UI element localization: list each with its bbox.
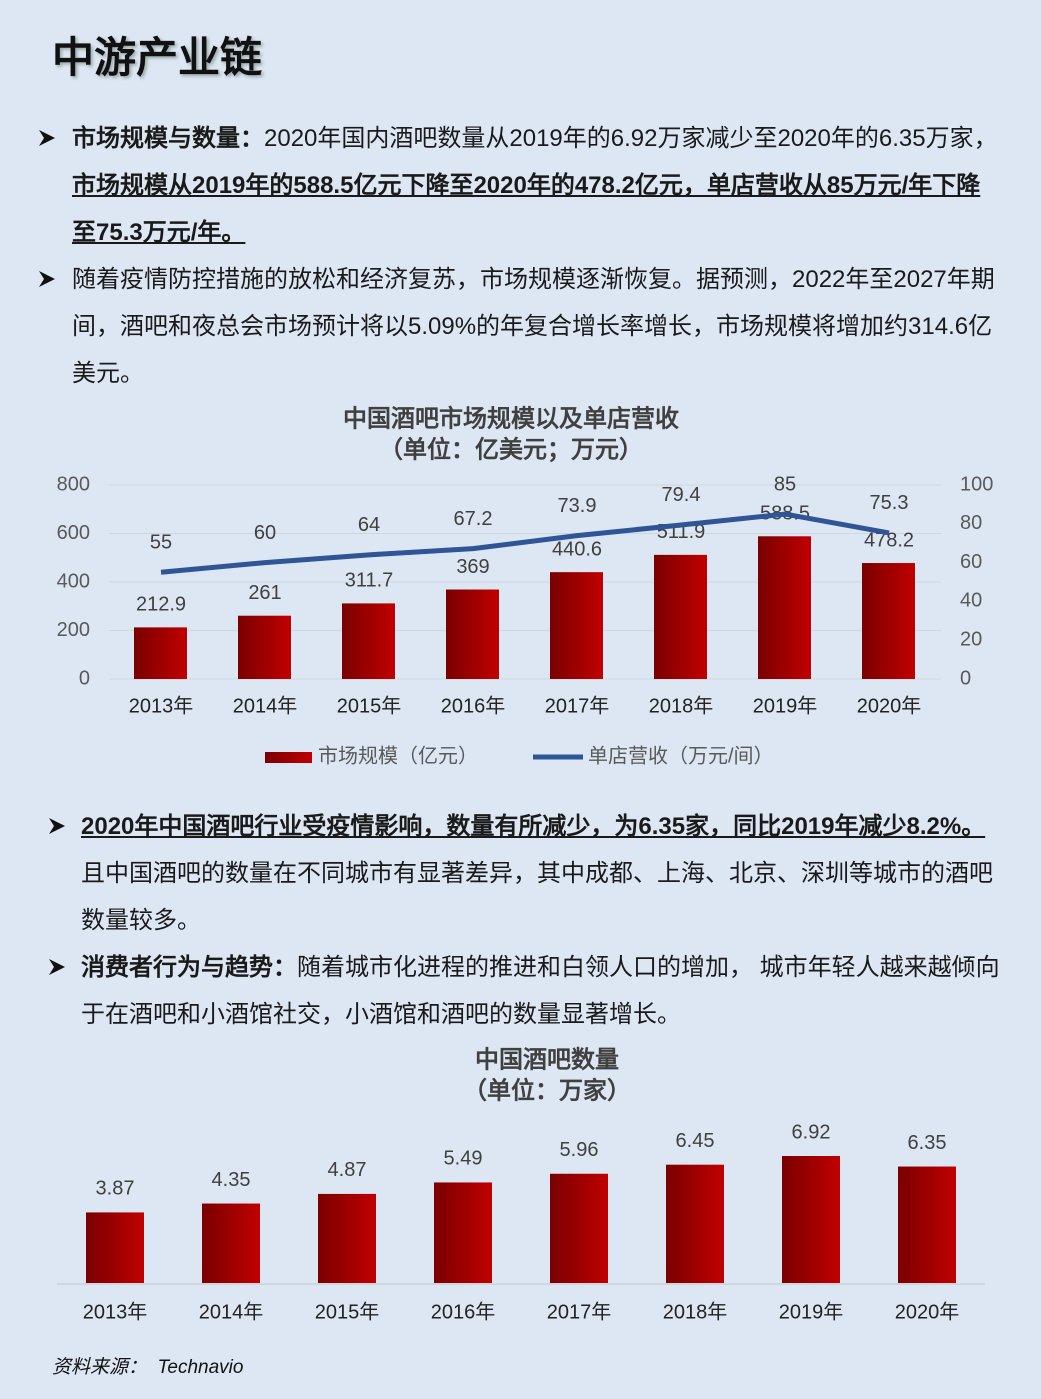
x-tick-label: 2018年 bbox=[649, 694, 714, 717]
line-value-label: 85 bbox=[774, 473, 796, 495]
bar-value-label: 6.45 bbox=[676, 1130, 715, 1152]
bar bbox=[238, 615, 291, 679]
bar bbox=[666, 1164, 724, 1284]
bar-value-label: 6.35 bbox=[908, 1132, 947, 1154]
page-title: 中游产业链 bbox=[52, 36, 263, 82]
chart-title: 中国酒吧数量 bbox=[475, 1047, 619, 1074]
y-tick-label: 0 bbox=[79, 667, 90, 689]
x-tick-label: 2020年 bbox=[895, 1300, 960, 1323]
line-value-label: 75.3 bbox=[870, 492, 909, 514]
bar bbox=[782, 1156, 840, 1284]
bar bbox=[654, 554, 707, 679]
bar-value-label: 369 bbox=[456, 556, 489, 578]
text-run: 且中国酒吧的数量在不同城市有显著差异，其中成都、上海、北京、深圳等城市的酒吧数量… bbox=[81, 860, 993, 934]
x-tick-label: 2016年 bbox=[441, 694, 506, 717]
y2-tick-label: 0 bbox=[960, 667, 971, 689]
bar-value-label: 6.92 bbox=[792, 1121, 831, 1143]
bullet-arrow bbox=[49, 818, 65, 834]
text-run: 随着疫情防控措施的放松和经济复苏，市场规模逐渐恢复。据预测，2022年至2027… bbox=[72, 266, 995, 387]
bar-value-label: 5.96 bbox=[560, 1139, 599, 1161]
bullet: 随着疫情防控措施的放松和经济复苏，市场规模逐渐恢复。据预测，2022年至2027… bbox=[39, 256, 1002, 397]
y-tick-label: 800 bbox=[57, 473, 90, 495]
bar-value-label: 4.87 bbox=[328, 1159, 367, 1181]
bullet-arrow bbox=[49, 959, 65, 975]
line-value-label: 79.4 bbox=[662, 484, 701, 506]
x-tick-label: 2020年 bbox=[857, 694, 922, 717]
x-tick-label: 2014年 bbox=[199, 1300, 264, 1323]
x-tick-label: 2016年 bbox=[431, 1300, 496, 1323]
x-tick-label: 2015年 bbox=[315, 1300, 380, 1323]
bar-value-label: 5.49 bbox=[444, 1148, 483, 1170]
y-tick-label: 400 bbox=[57, 570, 90, 592]
y-tick-label: 200 bbox=[57, 619, 90, 641]
bar bbox=[342, 603, 395, 679]
line bbox=[160, 511, 890, 575]
legend-label: 单店营收（万元/间） bbox=[588, 744, 774, 767]
text-run: 市场规模从2019年的588.5亿元下降至2020年的478.2亿元，单店营收从… bbox=[72, 172, 981, 246]
x-tick-label: 2013年 bbox=[83, 1300, 148, 1323]
x-tick-label: 2018年 bbox=[663, 1300, 728, 1323]
bullet: 市场规模与数量：2020年国内酒吧数量从2019年的6.92万家减少至2020年… bbox=[39, 115, 1002, 256]
line-value-label: 55 bbox=[150, 532, 172, 554]
x-tick-label: 2013年 bbox=[129, 694, 194, 717]
bar bbox=[758, 536, 811, 679]
bar-value-label: 212.9 bbox=[136, 594, 186, 616]
bar-value-label: 261 bbox=[248, 582, 281, 604]
bar-value-label: 311.7 bbox=[345, 570, 394, 592]
x-tick-label: 2014年 bbox=[233, 694, 298, 717]
bar bbox=[862, 563, 915, 679]
chart-subtitle: （单位：亿美元；万元） bbox=[379, 436, 643, 464]
y2-tick-label: 100 bbox=[960, 473, 993, 495]
line-value-label: 67.2 bbox=[454, 508, 493, 530]
y2-tick-label: 60 bbox=[960, 551, 982, 573]
bar bbox=[550, 1173, 608, 1284]
bar-value-label: 440.6 bbox=[552, 538, 602, 560]
text-run: 随着城市化进程的推进和白领人口的增加， 城市年轻人越来越倾向于在酒吧和小酒馆社交… bbox=[81, 954, 1000, 1028]
x-tick-label: 2017年 bbox=[545, 694, 610, 717]
chart-subtitle: （单位：万家） bbox=[463, 1077, 631, 1105]
bar-value-label: 3.87 bbox=[96, 1178, 135, 1200]
x-tick-label: 2015年 bbox=[337, 694, 402, 717]
chart-title: 中国酒吧市场规模以及单店营收 bbox=[343, 405, 679, 433]
x-tick-label: 2019年 bbox=[753, 694, 818, 717]
text-run: 市场规模与数量： bbox=[72, 125, 264, 152]
bar bbox=[134, 627, 187, 679]
bar bbox=[86, 1212, 144, 1284]
line-value-label: 64 bbox=[358, 514, 380, 536]
bar bbox=[446, 589, 499, 679]
line-value-label: 73.9 bbox=[558, 495, 597, 517]
bar bbox=[550, 572, 603, 679]
y2-tick-label: 40 bbox=[960, 590, 982, 612]
bullet-arrow bbox=[39, 130, 55, 146]
text-run: 2020年国内酒吧数量从2019年的6.92万家减少至2020年的6.35万家， bbox=[264, 125, 998, 152]
line-value-label: 60 bbox=[254, 522, 276, 544]
bar bbox=[318, 1193, 376, 1284]
y-tick-label: 600 bbox=[57, 522, 90, 544]
bullet: 2020年中国酒吧行业受疫情影响，数量有所减少，为6.35家，同比2019年减少… bbox=[49, 803, 1001, 944]
x-tick-label: 2017年 bbox=[547, 1300, 612, 1323]
y2-tick-label: 20 bbox=[960, 628, 982, 650]
x-tick-label: 2019年 bbox=[779, 1300, 844, 1323]
text-run: 2020年中国酒吧行业受疫情影响，数量有所减少，为6.35家，同比2019年减少… bbox=[81, 813, 986, 840]
bar-value-label: 478.2 bbox=[864, 529, 914, 551]
bullet: 消费者行为与趋势：随着城市化进程的推进和白领人口的增加， 城市年轻人越来越倾向于… bbox=[49, 944, 1001, 1038]
bullet-list: 市场规模与数量：2020年国内酒吧数量从2019年的6.92万家减少至2020年… bbox=[39, 115, 1002, 397]
bar bbox=[898, 1166, 956, 1284]
bullet-arrow bbox=[39, 271, 55, 287]
y2-tick-label: 80 bbox=[960, 512, 982, 534]
legend-swatch bbox=[265, 752, 312, 763]
source: 资料来源： Technavio bbox=[52, 1357, 244, 1378]
text-run: 消费者行为与趋势： bbox=[81, 954, 297, 981]
bullet-list: 2020年中国酒吧行业受疫情影响，数量有所减少，为6.35家，同比2019年减少… bbox=[49, 803, 1001, 1038]
bar-value-label: 4.35 bbox=[212, 1169, 251, 1191]
bar bbox=[434, 1182, 492, 1284]
bar bbox=[202, 1203, 260, 1284]
legend-label: 市场规模（亿元） bbox=[318, 744, 478, 767]
